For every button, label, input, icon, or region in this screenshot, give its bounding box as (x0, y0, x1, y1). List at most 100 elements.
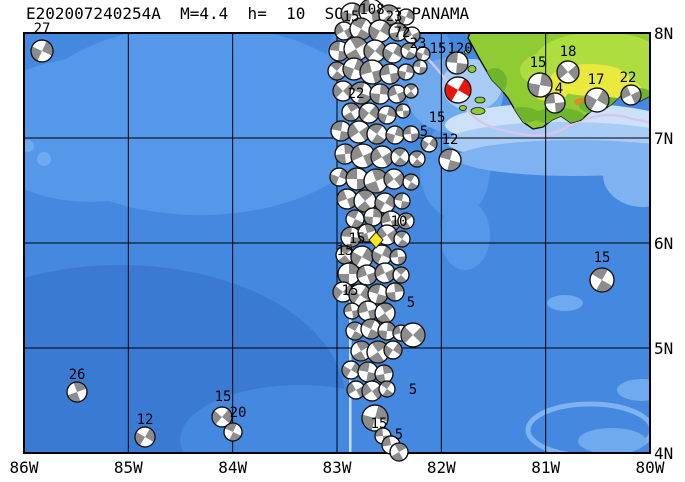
focal-mechanism-beachball (620, 84, 642, 106)
focal-mechanism-beachball (556, 60, 580, 84)
depth-label: 5 (395, 427, 403, 443)
focal-mechanism-beachball (397, 63, 415, 81)
island (464, 49, 470, 55)
depth-label: 20 (230, 405, 247, 421)
lat-tick-label: 5N (654, 339, 673, 358)
bathymetry-spot (24, 140, 34, 152)
focal-mechanism-beachball (335, 245, 355, 265)
focal-mechanism-beachball (397, 212, 415, 230)
focal-mechanism-beachball (366, 123, 388, 145)
focal-mechanism-beachball (330, 120, 352, 142)
focal-mechanism-beachball (389, 248, 407, 266)
bathymetry-swirl (525, 401, 650, 453)
focal-mechanism-beachball (360, 318, 382, 340)
focal-mechanism-beachball (369, 83, 391, 105)
depth-label: 22 (348, 86, 365, 102)
focal-mechanism-beachball (357, 361, 379, 383)
focal-mechanism-beachball (408, 150, 426, 168)
bathymetry-light-region (440, 200, 490, 270)
island (474, 96, 486, 104)
bathymetry-ridge-line (349, 245, 352, 453)
focal-mechanism-beachball (402, 173, 420, 191)
focal-mechanism-beachball (377, 105, 397, 125)
focal-mechanism-beachball (349, 81, 373, 105)
focal-mechanism-beachball (327, 61, 347, 81)
focal-mechanism-beachball (544, 92, 566, 114)
lat-tick-label: 8N (654, 24, 673, 43)
focal-mechanism-beachball (66, 381, 88, 403)
bathymetry-spot (617, 379, 650, 401)
coastal-band (457, 140, 650, 176)
island (470, 107, 486, 115)
focal-mechanism-beachball (134, 426, 156, 448)
event-marker (368, 231, 384, 249)
focal-mechanism-beachball (370, 145, 394, 169)
focal-mechanism-beachball (368, 19, 392, 43)
focal-mechanism-beachball (445, 51, 469, 75)
depth-label: 12 (137, 412, 154, 428)
depth-label: 27 (34, 21, 51, 37)
depth-label: 5 (407, 295, 415, 311)
depth-label: 15 (342, 283, 359, 299)
depth-label: 120 (447, 41, 472, 57)
depth-label: 15 (371, 416, 388, 432)
lat-tick-label: 4N (654, 444, 673, 463)
focal-mechanism-beachball (385, 125, 405, 145)
island (459, 105, 467, 111)
depth-label: 5 (409, 382, 417, 398)
depth-label: 26 (69, 367, 86, 383)
bathymetry-spot (547, 295, 583, 311)
bathymetry-light-region (24, 58, 205, 202)
focal-mechanism-beachball (211, 406, 233, 428)
depth-label: 22 (620, 70, 637, 86)
lon-tick-label: 84W (218, 458, 247, 477)
plot-title: E202007240254A M=4.4 h= 10 SOUTH OF PANA… (26, 4, 470, 23)
axis-label-layer: 86W 85W 84W 83W 82W 81W 80W 8N 7N 6N 5N 4N (10, 24, 674, 477)
focal-mechanism-beachball (223, 422, 243, 442)
coastal-band (603, 143, 650, 207)
focal-mechanism-beachball (589, 267, 615, 293)
depth-label: 23 (386, 9, 403, 25)
event-marker-layer (368, 231, 384, 249)
depth-label: 72 (394, 25, 411, 41)
lon-tick-label: 85W (114, 458, 143, 477)
lon-tick-label: 86W (10, 458, 39, 477)
depth-label: 17 (588, 72, 605, 88)
focal-mechanism-beachball (343, 36, 369, 62)
focal-mechanism-beachball (374, 302, 396, 324)
lon-tick-label: 80W (636, 458, 665, 477)
depth-label: 15 (343, 9, 360, 25)
lon-tick-label: 81W (531, 458, 560, 477)
focal-mechanism-beachball (390, 147, 410, 167)
red-focal-mechanism (444, 76, 472, 104)
focal-mechanism-beachball (374, 262, 396, 284)
focal-mechanism-beachball (358, 102, 380, 124)
depth-label: 15 (429, 110, 446, 126)
focal-mechanism-beachball (403, 83, 419, 99)
focal-mechanism-beachball (392, 266, 410, 284)
coast-dark-green (532, 108, 584, 124)
focal-mechanism-beachball (374, 364, 394, 384)
depth-label: 18 (560, 44, 577, 60)
focal-mechanism-beachball (361, 404, 389, 432)
focal-mechanism-beachball (332, 80, 354, 102)
focal-mechanism-beachball (341, 102, 361, 122)
focal-mechanism-beachball (387, 84, 407, 104)
depth-label: 15 (594, 250, 611, 266)
depth-label: 12 (442, 132, 459, 148)
focal-mechanism-beachball (527, 72, 553, 98)
depth-label: 5 (420, 124, 428, 140)
focal-mechanism-beachball (400, 42, 418, 60)
focal-mechanism-beachball (397, 8, 415, 26)
focal-mechanism-beachball (350, 340, 372, 362)
focal-mechanism-beachball (402, 125, 420, 143)
focal-mechanism-beachball (334, 21, 354, 41)
depth-label: 23 (410, 36, 427, 52)
focal-mechanism-layer (30, 0, 642, 462)
focal-mechanism-beachball (395, 103, 411, 119)
focal-mechanism-beachball (412, 59, 428, 75)
depth-label: 15 (215, 389, 232, 405)
